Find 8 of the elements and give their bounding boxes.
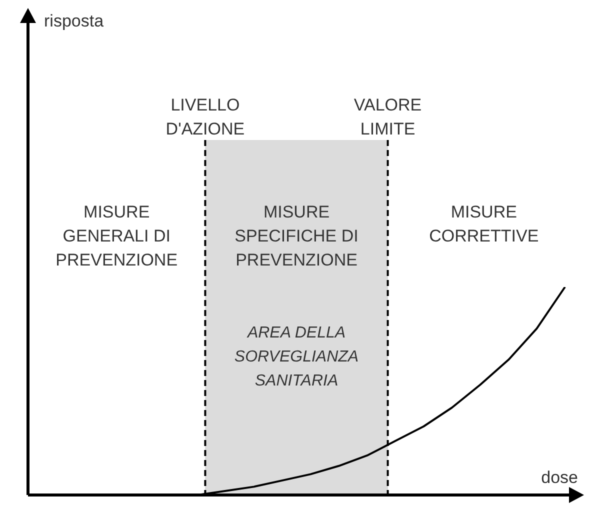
text: MISURE SPECIFICHE DI PREVENZIONE <box>234 202 358 270</box>
text: risposta <box>44 12 104 31</box>
text: VALORE LIMITE <box>354 96 422 139</box>
text: MISURE GENERALI DI PREVENZIONE <box>56 202 178 270</box>
text: LIVELLO D'AZIONE <box>166 96 245 139</box>
annotation: AREA DELLA SORVEGLIANZA SANITARIA <box>234 324 359 390</box>
x-axis-title: dose <box>541 468 578 488</box>
text: MISURE CORRETTIVE <box>429 202 539 246</box>
